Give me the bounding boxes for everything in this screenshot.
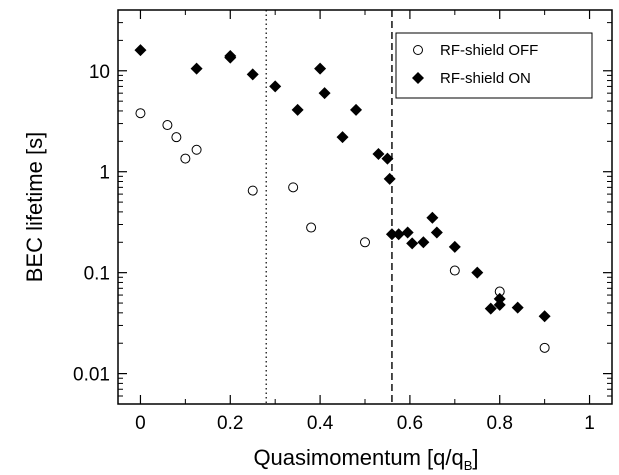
point-rf-shield-off (247, 185, 258, 196)
point-rf-shield-on (392, 228, 405, 241)
point-rf-shield-on (224, 51, 237, 64)
point-rf-shield-on (406, 237, 419, 250)
point-rf-shield-on (417, 236, 430, 249)
point-rf-shield-on (246, 68, 259, 81)
point-rf-shield-on (471, 266, 484, 279)
x-axis-title-end: ] (472, 445, 478, 470)
x-tick-label: 0.8 (487, 413, 513, 434)
point-rf-shield-on (350, 103, 363, 116)
point-rf-shield-on (484, 302, 497, 315)
point-rf-shield-off (135, 108, 146, 119)
y-axis-title: BEC lifetime [s] (22, 132, 47, 282)
legend: RF-shield OFF RF-shield ON (395, 32, 593, 99)
y-tick-label: 0.01 (73, 365, 110, 386)
point-rf-shield-on (269, 80, 282, 93)
point-rf-shield-on (291, 103, 304, 116)
y-tick-label: 0.1 (84, 264, 110, 285)
legend-box (395, 32, 593, 99)
point-rf-shield-off (191, 144, 202, 155)
y-tick-label: 10 (89, 62, 110, 83)
legend-label-off: RF-shield OFF (440, 42, 538, 59)
legend-marker-on (412, 72, 424, 84)
x-tick-label: 0.2 (217, 413, 243, 434)
point-rf-shield-on (493, 298, 506, 311)
x-axis-title-main: Quasimomentum [q/q (253, 445, 463, 470)
point-rf-shield-on (401, 226, 414, 239)
axis-ticks: 0 0.2 0.4 0.6 0.8 1 0.01 0.1 1 10 (73, 9, 612, 434)
reference-lines (265, 10, 393, 404)
x-tick-label: 0.4 (307, 413, 334, 434)
legend-marker-off (413, 45, 423, 55)
point-rf-shield-on (383, 172, 396, 185)
point-rf-shield-on (385, 228, 398, 241)
point-rf-shield-off (539, 342, 550, 353)
point-rf-shield-off (288, 182, 299, 193)
point-rf-shield-off (171, 132, 182, 143)
point-rf-shield-on (318, 87, 331, 100)
legend-label-on: RF-shield ON (440, 70, 531, 87)
point-rf-shield-on (336, 131, 349, 144)
data-points (134, 44, 551, 353)
x-axis-title: Quasimomentum [q/qB] (253, 445, 478, 473)
point-rf-shield-off (360, 237, 370, 248)
point-rf-shield-on (430, 226, 443, 239)
x-tick-label: 1 (584, 413, 595, 434)
x-tick-label: 0 (135, 413, 146, 434)
point-rf-shield-on (190, 62, 203, 75)
point-rf-shield-on (314, 62, 327, 75)
y-tick-label: 1 (99, 163, 110, 184)
x-axis-title-subscript: B (464, 458, 473, 473)
point-rf-shield-on (511, 301, 524, 314)
x-tick-label: 0.6 (397, 413, 423, 434)
point-rf-shield-on (448, 240, 461, 253)
point-rf-shield-off (162, 120, 173, 131)
point-rf-shield-on (538, 310, 551, 323)
point-rf-shield-on (134, 44, 147, 57)
point-rf-shield-on (426, 211, 439, 224)
point-rf-shield-on (372, 147, 385, 160)
point-rf-shield-off (180, 153, 191, 164)
point-rf-shield-off (306, 222, 317, 233)
point-rf-shield-on (381, 152, 394, 165)
point-rf-shield-off (449, 265, 460, 276)
